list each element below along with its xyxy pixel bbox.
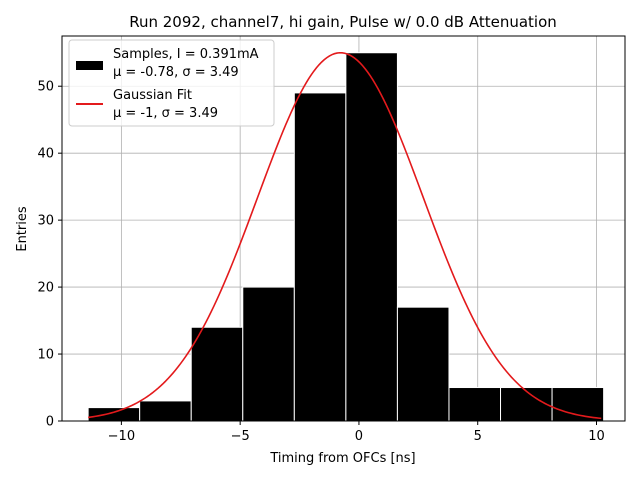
y-tick-label: 20	[37, 281, 54, 296]
y-tick-label: 30	[37, 214, 54, 229]
x-tick-label: −10	[108, 429, 135, 444]
chart-title: Run 2092, channel7, hi gain, Pulse w/ 0.…	[129, 13, 557, 31]
gaussian-fit-line	[88, 51, 602, 420]
x-tick-label: 0	[355, 429, 363, 444]
gaussian-fit-layer	[88, 51, 602, 420]
legend-samples-line1: Samples, I = 0.391mA	[113, 47, 259, 62]
x-tick-label: −5	[231, 429, 250, 444]
x-axis-label: Timing from OFCs [ns]	[269, 451, 415, 466]
legend-samples-swatch	[76, 61, 103, 70]
histogram-bar	[551, 387, 605, 422]
y-tick-label: 40	[37, 147, 54, 162]
plot-frame	[61, 35, 626, 422]
legend: Samples, I = 0.391mA μ = -0.78, σ = 3.49…	[68, 39, 275, 127]
legend-box	[68, 39, 275, 127]
y-tick-label: 50	[37, 80, 54, 95]
legend-fit-line1: Gaussian Fit	[113, 88, 192, 103]
histogram-bar	[190, 326, 244, 422]
legend-samples-line2: μ = -0.78, σ = 3.49	[113, 65, 239, 80]
histogram-bar	[345, 52, 398, 422]
histogram-bars	[87, 52, 605, 422]
histogram-bar	[139, 400, 192, 422]
x-tick-label: 5	[474, 429, 482, 444]
histogram-bar	[87, 407, 141, 422]
x-axis-ticks: −10 −5 0 5 10	[108, 421, 605, 444]
histogram-bar	[500, 387, 553, 422]
y-axis-label: Entries	[15, 206, 30, 252]
x-tick-label: 10	[588, 429, 605, 444]
legend-fit-line2: μ = -1, σ = 3.49	[113, 106, 218, 121]
y-tick-label: 10	[37, 348, 54, 363]
histogram-bar	[396, 306, 450, 422]
histogram-bar	[293, 92, 347, 422]
histogram-bar	[242, 286, 295, 422]
histogram-bar	[448, 387, 502, 422]
y-axis-ticks: 0 10 20 30 40 50	[37, 80, 62, 430]
y-tick-label: 0	[46, 415, 54, 430]
